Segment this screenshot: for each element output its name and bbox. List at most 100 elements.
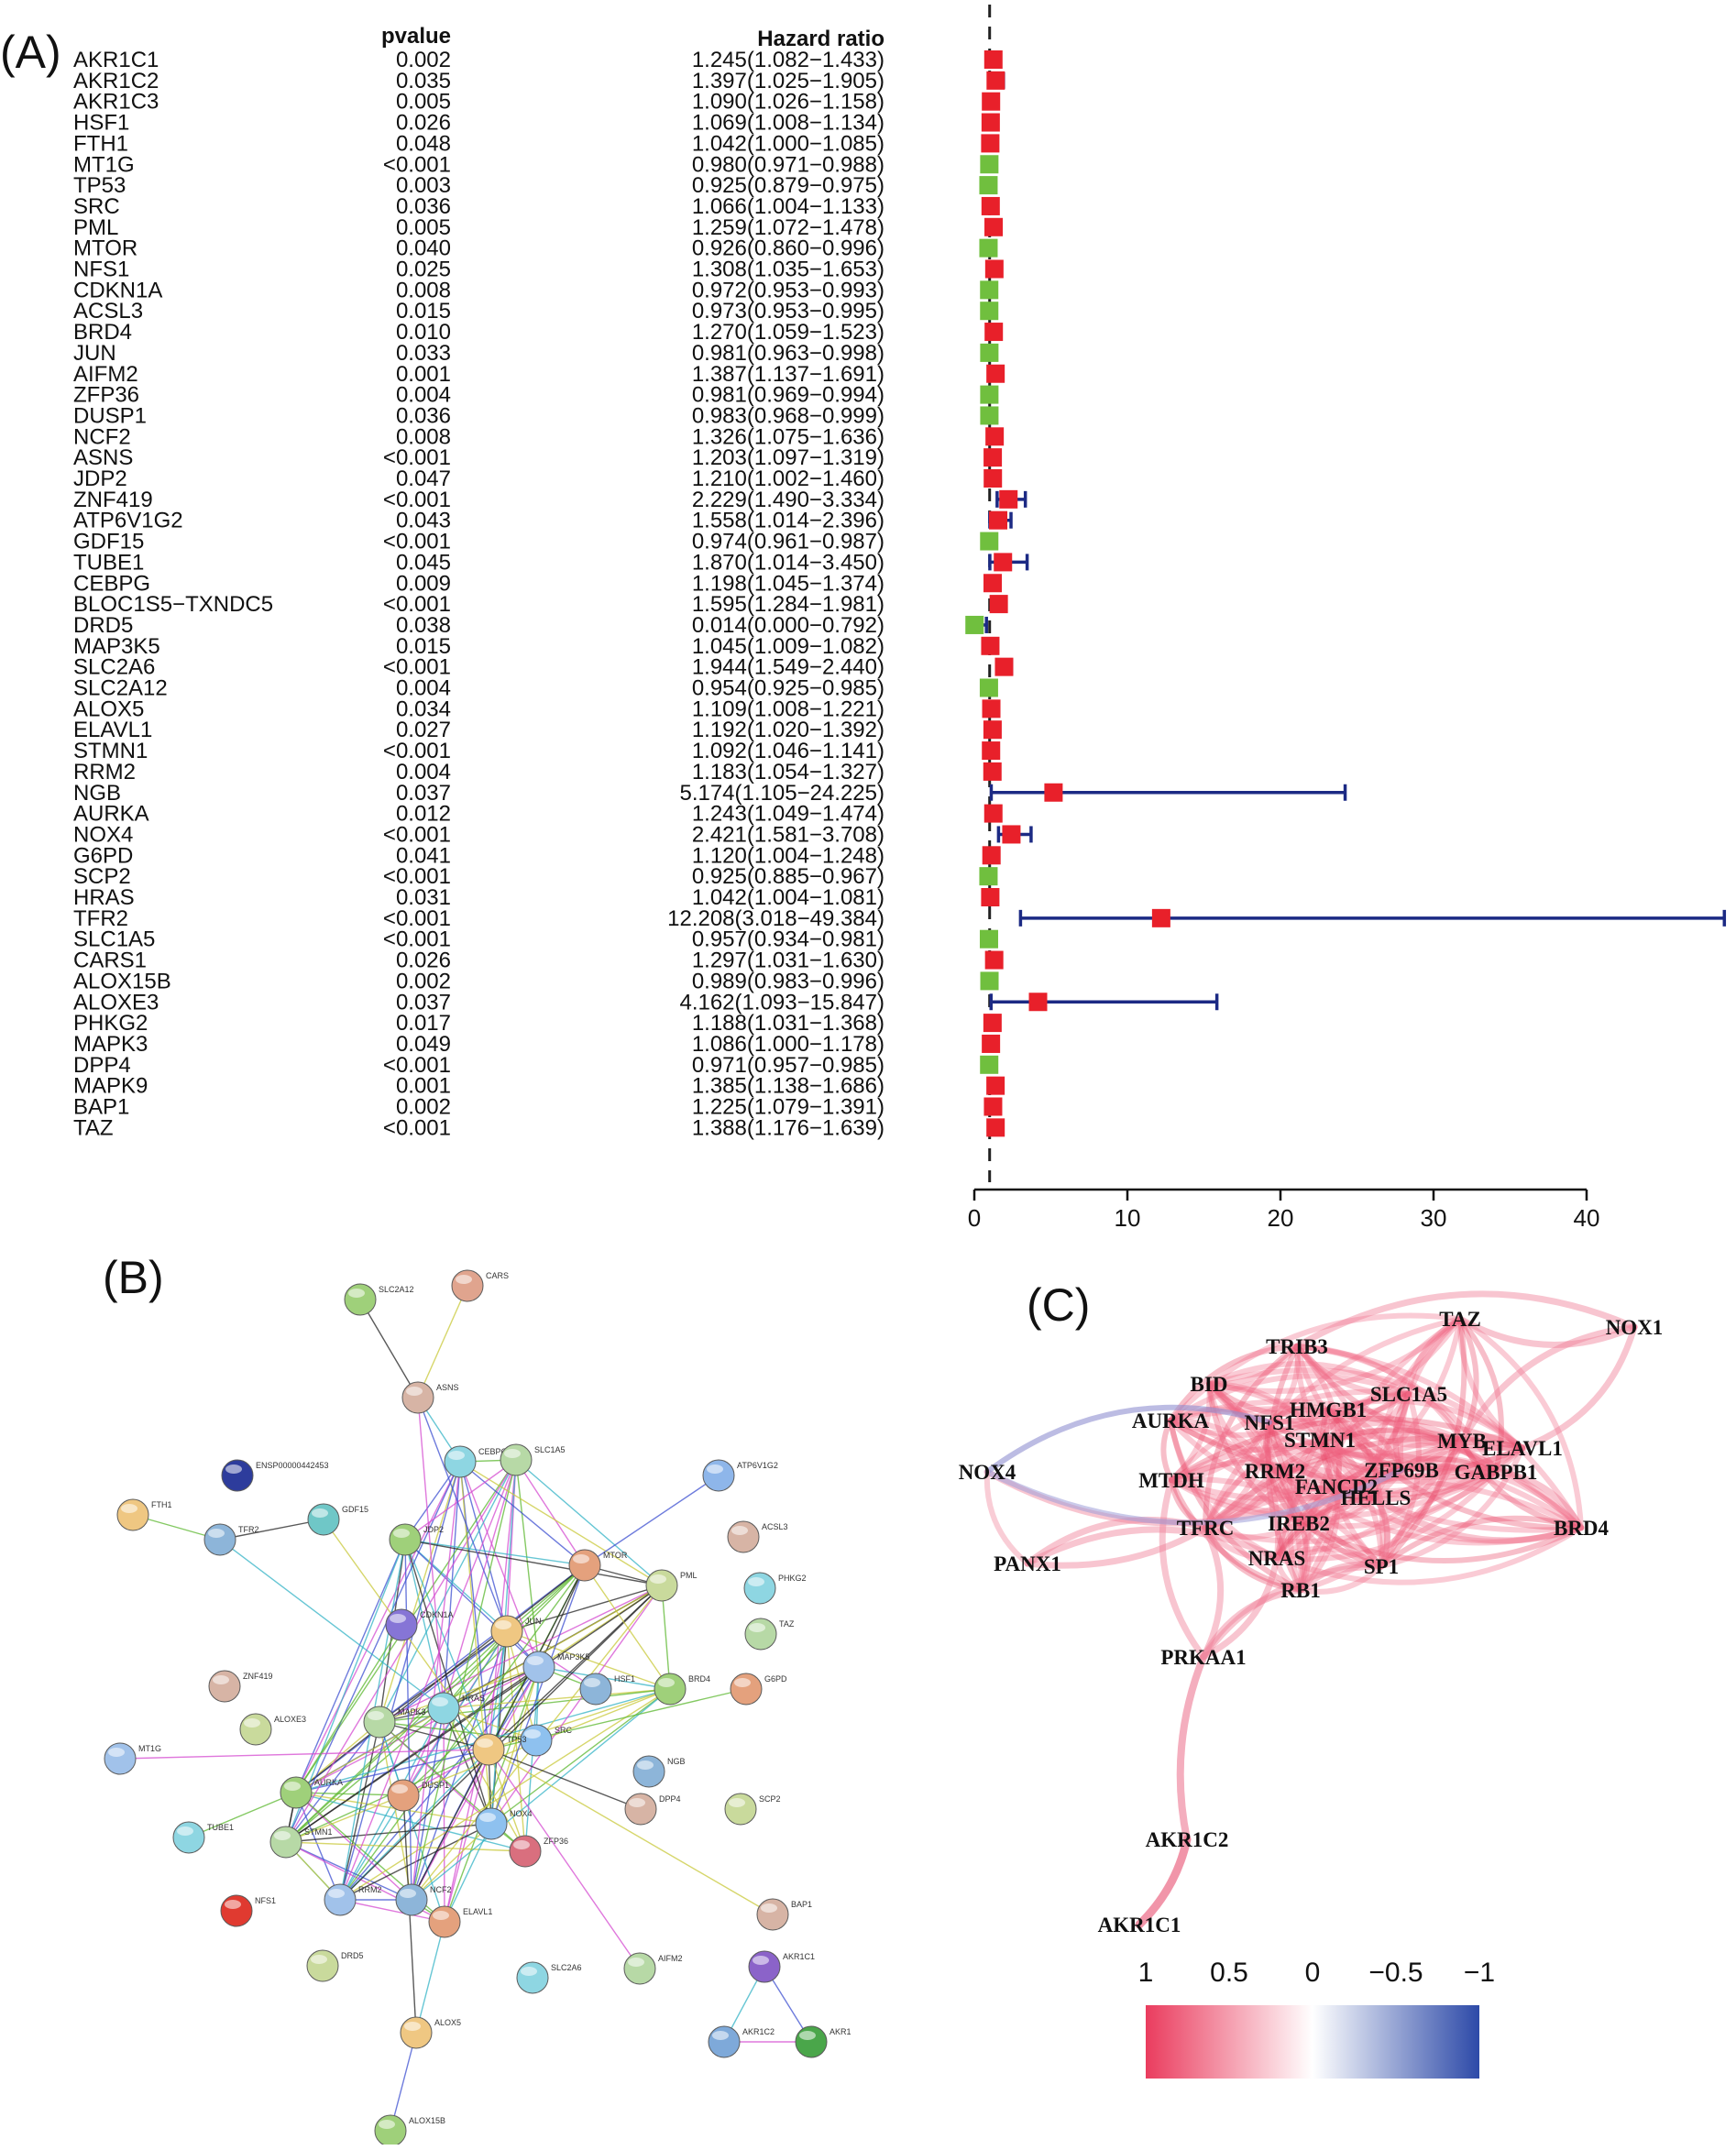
correlation-edge <box>1206 1316 1463 1394</box>
pvalue-label: 0.002 <box>396 969 451 993</box>
pvalue-label: <0.001 <box>383 530 451 554</box>
hr-point <box>979 678 998 697</box>
node-label: ACSL3 <box>762 1522 788 1531</box>
network-node: ASNS <box>401 1381 459 1414</box>
network-node: FTH1 <box>116 1498 172 1531</box>
gene-label: PHKG2 <box>73 1011 148 1036</box>
hr-label: 1.944(1.549−2.440) <box>692 655 884 680</box>
forest-row: MAP3K5 0.015 1.045(1.009−1.082) <box>73 634 1000 659</box>
string-edge <box>584 1564 671 1690</box>
correlation-edge <box>1296 1445 1525 1530</box>
gene-label: MTOR <box>73 236 137 261</box>
hr-label: 1.388(1.176−1.639) <box>692 1115 884 1140</box>
gene-node: FANCD2 <box>1295 1475 1378 1498</box>
network-node: MT1G <box>104 1742 161 1775</box>
string-edge <box>488 1630 508 1750</box>
correlation-edge <box>1379 1515 1584 1569</box>
hr-label: 0.973(0.953−0.995) <box>692 299 884 324</box>
node-gloss <box>584 1678 600 1687</box>
forest-row: SCP2 <0.001 0.925(0.885−0.967) <box>73 864 998 889</box>
correlation-edge <box>1296 1520 1384 1569</box>
string-edge <box>490 1688 671 1825</box>
hr-label: 1.210(1.002−1.460) <box>692 466 884 491</box>
pvalue-label: 0.040 <box>396 236 451 261</box>
legend-tick-label: 0.5 <box>1210 1958 1248 1988</box>
correlation-edge <box>1317 1391 1412 1442</box>
correlation-edge <box>1296 1520 1312 1593</box>
hr-point <box>980 385 999 404</box>
correlation-edge <box>1406 1391 1465 1443</box>
network-node: MAPK3 <box>363 1706 426 1739</box>
hr-label: 12.208(3.018−49.384) <box>667 906 884 931</box>
network-node: JUN <box>490 1615 542 1648</box>
correlation-edge <box>1200 1563 1385 1661</box>
string-edge <box>339 1461 461 1901</box>
network-node: GDF15 <box>307 1503 368 1536</box>
string-edge <box>295 1585 663 1793</box>
correlation-edge <box>1159 1476 1207 1661</box>
network-node: AURKA <box>280 1776 343 1809</box>
pvalue-label: 0.008 <box>396 424 451 449</box>
correlation-edge <box>1168 1407 1331 1438</box>
correlation-edge <box>1323 1407 1384 1569</box>
node-label: MTOR <box>603 1551 628 1560</box>
pvalue-label: 0.043 <box>396 509 451 533</box>
hr-label: 2.421(1.581−3.708) <box>692 822 884 847</box>
node-circle <box>730 1673 763 1706</box>
node-circle <box>280 1776 313 1809</box>
correlation-edge <box>1399 1439 1525 1473</box>
hr-label: 1.558(1.014−2.396) <box>692 509 884 533</box>
network-node: SCP2 <box>724 1793 781 1826</box>
string-edge <box>379 1564 586 1723</box>
hr-point <box>980 302 999 321</box>
string-edge <box>285 1707 445 1843</box>
node-label: ALOX15B <box>409 2116 445 2125</box>
string-edge <box>411 1823 492 1901</box>
forest-row: ALOX15B 0.002 0.989(0.983−0.996) <box>73 969 999 993</box>
node-label: STMN1 <box>304 1827 333 1837</box>
hr-point <box>979 176 998 195</box>
correlation-edge <box>1272 1445 1525 1495</box>
pvalue-label: <0.001 <box>383 592 451 617</box>
node-circle <box>490 1615 523 1648</box>
node-label: SLC1A5 <box>534 1445 566 1454</box>
string-edge <box>379 1688 671 1723</box>
forest-row: NFS1 0.025 1.308(1.035−1.653) <box>73 258 1004 282</box>
node-circle <box>400 2016 433 2049</box>
string-edge <box>404 1539 586 1566</box>
hr-point <box>981 134 1000 153</box>
gene-node: STMN1 <box>1284 1429 1356 1452</box>
node-gloss <box>208 1529 225 1538</box>
hr-point <box>982 846 1001 865</box>
network-node: AKR1 <box>795 2025 852 2058</box>
gene-label: MAPK3 <box>73 1032 148 1057</box>
hr-label: 0.989(0.983−0.996) <box>692 969 884 993</box>
gene-label: AKR1C1 <box>73 48 159 72</box>
pvalue-label: <0.001 <box>383 445 451 470</box>
node-gloss <box>521 1967 537 1976</box>
correlation-edge <box>1203 1344 1300 1530</box>
correlation-edge <box>1272 1468 1384 1569</box>
node-label: HRAS <box>462 1694 485 1703</box>
network-node: MTOR <box>568 1549 628 1582</box>
correlation-edge <box>1325 1398 1525 1451</box>
string-edge <box>285 1459 517 1843</box>
correlation-edge <box>1325 1407 1499 1476</box>
node-circle <box>743 1572 776 1605</box>
hr-point <box>981 636 1000 655</box>
node-label: JUN <box>525 1617 542 1626</box>
correlation-edge <box>1203 1391 1412 1530</box>
network-node: ALOX15B <box>374 2114 445 2145</box>
forest-row: BRD4 0.010 1.270(1.059−1.523) <box>73 320 1004 345</box>
gene-node: PANX1 <box>994 1552 1061 1575</box>
node-circle <box>702 1459 735 1492</box>
hr-label: 5.174(1.105−24.225) <box>679 781 884 806</box>
pvalue-label: 0.036 <box>396 194 451 219</box>
hr-point <box>980 155 999 174</box>
gene-label: ZFP36 <box>73 383 139 408</box>
pvalue-label: 0.015 <box>396 299 451 324</box>
network-node: SLC2A12 <box>344 1283 414 1316</box>
node-label: SLC2A6 <box>551 1963 582 1972</box>
node-gloss <box>712 2031 729 2040</box>
